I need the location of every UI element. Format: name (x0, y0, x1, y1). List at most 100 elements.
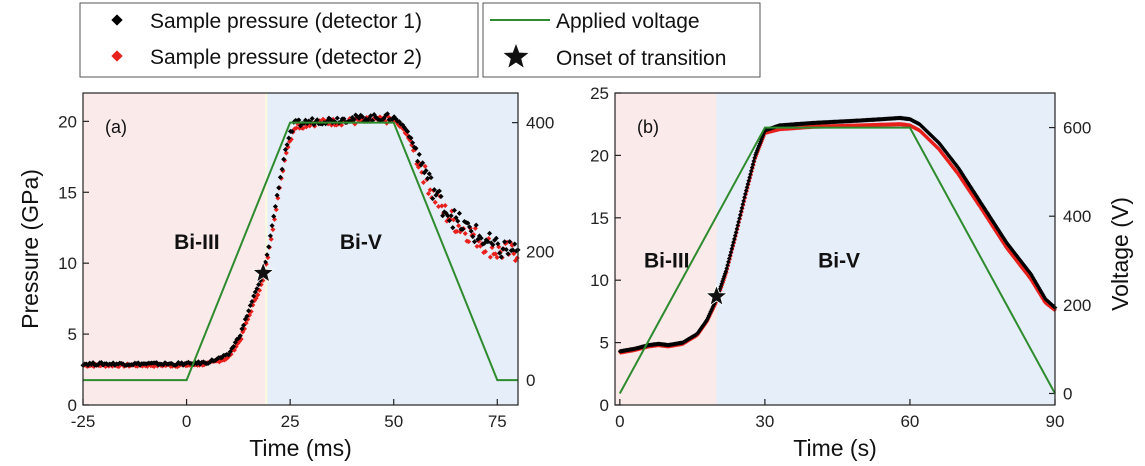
data-point (456, 223, 462, 229)
data-point (747, 175, 752, 180)
data-point (309, 115, 315, 122)
y-tick-label: 10 (58, 254, 77, 273)
data-point (314, 117, 320, 123)
data-point (490, 242, 496, 248)
y-tick-label: 0 (600, 396, 609, 415)
data-point (454, 228, 460, 234)
data-point (455, 218, 461, 224)
legend-marker-detector2 (111, 50, 123, 62)
data-point (473, 222, 479, 228)
data-point (269, 223, 275, 229)
data-point (293, 125, 299, 131)
x-tick-label: 30 (755, 412, 774, 431)
legend-label-onset: Onset of transition (556, 47, 726, 70)
y-tick-label: 10 (590, 271, 609, 290)
data-point (493, 235, 499, 241)
data-point (502, 239, 508, 245)
data-point (494, 254, 500, 260)
data-point (742, 195, 747, 200)
y-tick-label: 5 (68, 325, 77, 344)
data-point (422, 163, 428, 169)
x-tick-label: 60 (900, 412, 919, 431)
phase-label-bi-iii: Bi-III (644, 250, 690, 273)
y2-tick-label: 200 (526, 242, 554, 261)
series-applied-voltage (83, 121, 518, 382)
data-point (497, 250, 503, 256)
data-series (80, 111, 521, 382)
data-point (748, 168, 754, 174)
phase-regions (615, 93, 1055, 405)
y2-tick-label: 600 (1063, 119, 1091, 138)
data-point (432, 199, 438, 205)
data-point (255, 292, 261, 298)
y-tick-label: 5 (600, 334, 609, 353)
data-point (296, 117, 302, 123)
series-applied-voltage (618, 126, 1056, 394)
data-point (247, 302, 253, 309)
data-point (726, 256, 732, 261)
data-point (453, 215, 459, 221)
phase-regions (83, 93, 518, 405)
data-point (279, 166, 285, 172)
region-bi-v (716, 93, 1055, 405)
data-point (440, 213, 446, 219)
data-point (277, 174, 283, 180)
data-point (281, 156, 287, 162)
data-point (231, 343, 237, 350)
data-point (503, 247, 509, 253)
onset-star (705, 284, 729, 307)
y-tick-label: 15 (590, 209, 609, 228)
y-tick-label: 20 (58, 112, 77, 131)
data-point (733, 230, 739, 235)
y-tick-label: 25 (590, 84, 609, 103)
data-point (426, 171, 432, 177)
data-point (276, 185, 282, 191)
ticks: 0 30 60 90 0 5 10 15 20 25 0 200 400 600 (590, 84, 1091, 431)
y2-tick-label: 200 (1063, 296, 1091, 315)
phase-label-bi-iii: Bi-III (174, 231, 220, 254)
data-point (256, 282, 262, 288)
legend-label-detector2: Sample pressure (detector 2) (150, 46, 422, 69)
data-point (430, 196, 436, 202)
data-point (736, 219, 741, 225)
data-point (729, 246, 735, 251)
data-point (405, 128, 411, 135)
data-point (487, 230, 493, 236)
data-point (500, 246, 506, 252)
data-point (266, 244, 272, 250)
data-point (413, 145, 419, 151)
panel-b: 0 30 60 90 0 5 10 15 20 25 0 200 400 600 (b) Bi-III B… (590, 84, 1133, 461)
data-point (271, 213, 277, 219)
data-point (289, 129, 295, 135)
region-bi-v (267, 93, 518, 405)
x-tick-label: 0 (615, 412, 624, 431)
x-tick-label: 25 (281, 412, 300, 431)
region-bi-iii (83, 93, 266, 405)
x-axis-label: Time (ms) (249, 435, 352, 461)
data-point (498, 254, 504, 260)
plot-frame (82, 92, 519, 406)
y2-axis-label: Voltage (V) (1107, 197, 1133, 311)
data-point (482, 249, 488, 255)
data-point (282, 147, 288, 153)
y-tick-label: 20 (590, 146, 609, 165)
legend-star-onset (503, 44, 529, 68)
data-point (474, 243, 480, 249)
data-point (262, 259, 268, 265)
x-tick-label: 90 (1046, 412, 1065, 431)
data-point (726, 259, 731, 265)
y-tick-label: 0 (68, 396, 77, 415)
data-point (438, 193, 444, 199)
y2-tick-label: 400 (1063, 207, 1091, 226)
data-point (408, 135, 414, 141)
legend-label-detector1: Sample pressure (detector 1) (150, 10, 422, 33)
y-tick-label: 15 (58, 183, 77, 202)
data-point (728, 249, 734, 255)
data-point (456, 210, 462, 216)
data-point (420, 179, 427, 185)
data-point (487, 254, 493, 260)
region-boundary (265, 93, 268, 405)
data-point (724, 266, 729, 271)
